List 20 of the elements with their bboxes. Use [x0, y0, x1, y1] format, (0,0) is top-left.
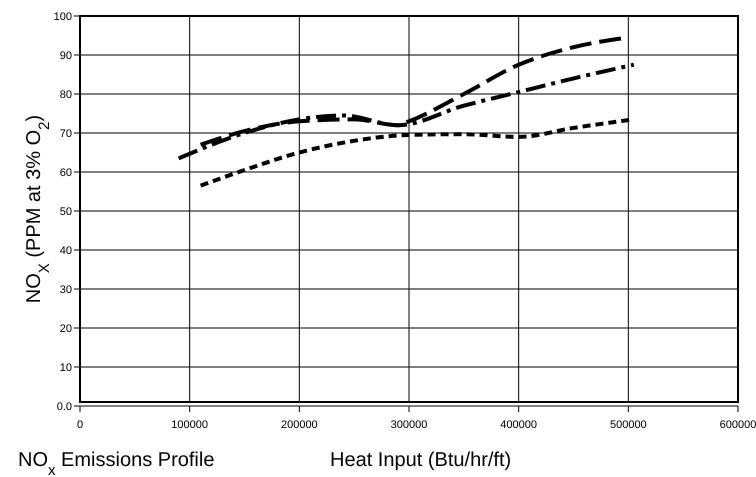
- y-tick-label: 80: [60, 88, 72, 101]
- y-tick-label: 70: [60, 128, 72, 140]
- x-tick-label: 300000: [390, 419, 428, 431]
- y-tick-label: 100: [54, 10, 72, 23]
- y-tick-label: 10: [60, 362, 72, 374]
- x-tick-label: 600000: [720, 419, 756, 431]
- y-tick-label: 60: [60, 166, 72, 179]
- x-tick-label: 200000: [280, 419, 318, 431]
- y-tick-label: 40: [60, 244, 72, 257]
- y-tick-label: 0.0: [56, 400, 72, 413]
- text: NO$_{x}$ Emissions Profile: [18, 449, 214, 477]
- x-tick-label: 0: [76, 419, 84, 431]
- x-tick-label: 500000: [610, 419, 647, 431]
- x-axis-title: Heat Input (Btu/hr/ft): [330, 449, 512, 471]
- y-tick-label: 30: [60, 284, 72, 296]
- x-tick-label: 400000: [500, 419, 538, 431]
- x-tick-label: 100000: [171, 419, 208, 431]
- y-tick-label: 90: [60, 50, 72, 62]
- y-tick-label: 50: [60, 206, 72, 218]
- y-tick-label: 20: [60, 322, 72, 335]
